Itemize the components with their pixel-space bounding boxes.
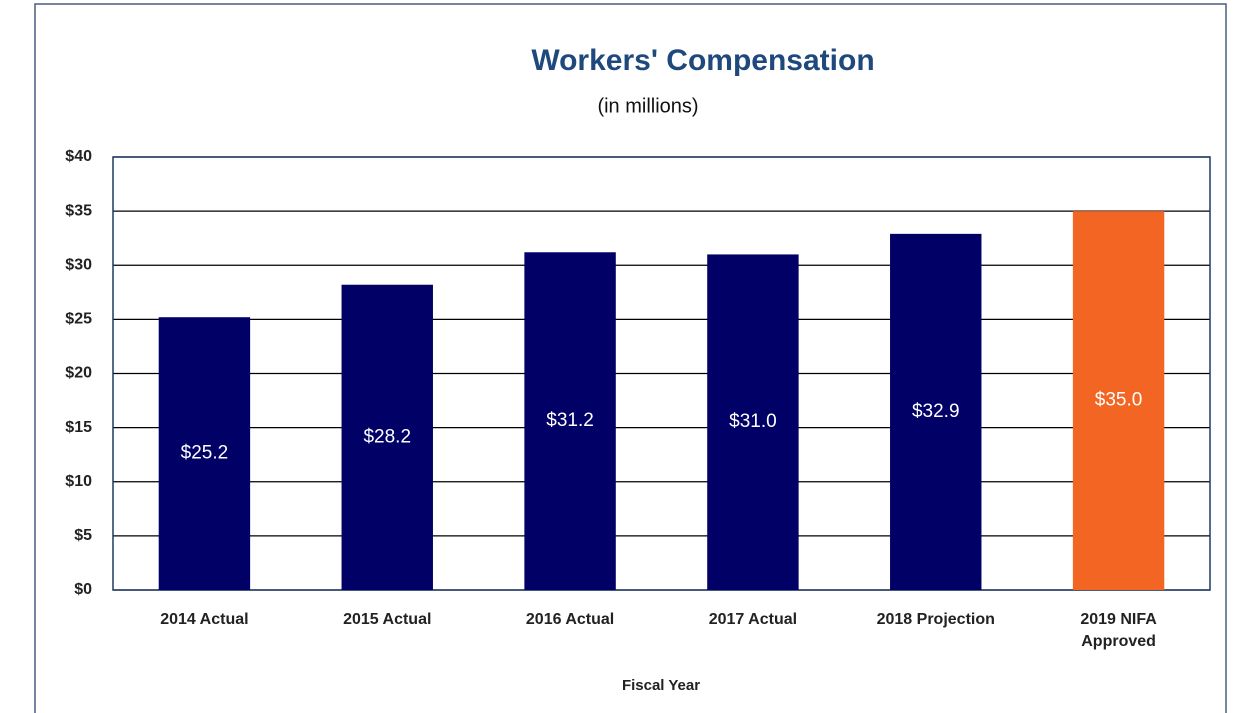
frame — [34, 3, 1227, 713]
y-tick-label: $0 — [74, 581, 92, 598]
value-label: $25.2 — [181, 443, 229, 464]
value-label: $35.0 — [1095, 390, 1143, 411]
x-tick-label: 2018 Projection — [876, 611, 995, 628]
plot-border — [112, 156, 1211, 591]
value-label: $32.9 — [912, 401, 960, 422]
x-tick-label: 2014 Actual — [160, 611, 249, 628]
x-tick-label: 2016 Actual — [525, 611, 615, 628]
x-tick-label: 2019 NIFA Approved — [1080, 611, 1157, 650]
x-axis-title: Fiscal Year — [622, 677, 700, 694]
chart-title: Workers' Compensation — [531, 44, 874, 77]
y-tick-label: $30 — [65, 256, 92, 273]
x-tick-label: 2017 Actual — [708, 611, 798, 628]
bar — [341, 284, 433, 590]
value-label: $31.2 — [546, 410, 594, 431]
value-label: $28.2 — [363, 426, 411, 447]
bar — [890, 233, 982, 591]
y-tick-label: $40 — [65, 148, 92, 165]
bar — [707, 254, 799, 591]
y-tick-label: $25 — [65, 311, 92, 328]
y-tick-label: $20 — [65, 365, 92, 382]
bar — [158, 317, 251, 590]
y-tick-label: $10 — [65, 473, 92, 490]
bar — [524, 252, 616, 590]
y-tick-label: $35 — [65, 202, 92, 219]
bar — [1072, 211, 1165, 590]
y-tick-label: $15 — [65, 419, 92, 436]
x-tick-label: 2015 Actual — [343, 611, 432, 628]
chart-subtitle: (in millions) — [597, 95, 698, 117]
value-label: $31.0 — [729, 411, 777, 432]
y-tick-label: $5 — [74, 527, 92, 544]
